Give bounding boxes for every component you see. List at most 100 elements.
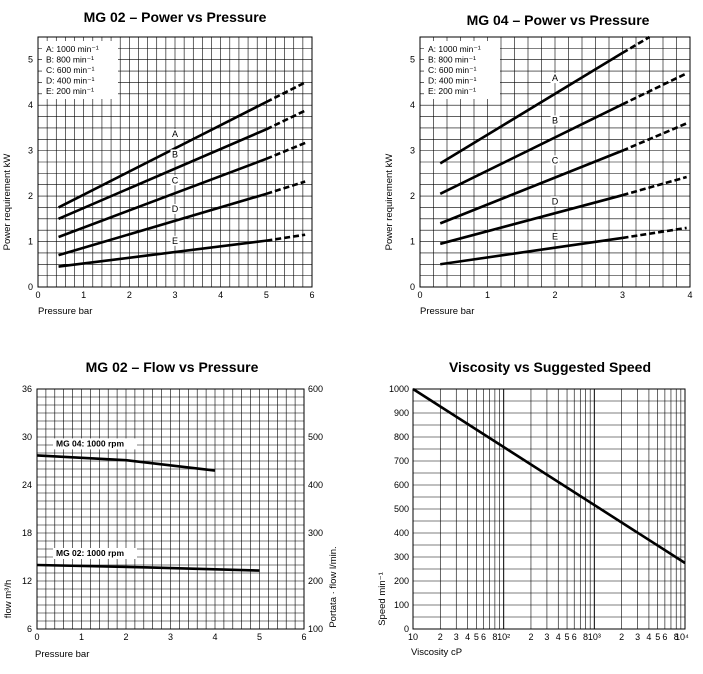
curve-c-solid [439, 149, 623, 225]
x-tick-label: 5 [474, 632, 479, 642]
flow-curve-2 [36, 563, 260, 572]
curve-a-dashed [265, 81, 306, 104]
y-tick-label: 300 [394, 552, 409, 562]
y-right-tick-label: 600 [308, 384, 323, 394]
x-tick-label: 3 [620, 290, 625, 300]
x-tick-label: 10 [408, 632, 418, 642]
y-tick-label: 1 [410, 237, 415, 247]
y-tick-label: 18 [22, 528, 32, 538]
chart-title: MG 02 – Flow vs Pressure [86, 359, 259, 375]
curve-e-solid [58, 239, 267, 268]
curve-label-c: C [552, 155, 559, 165]
y-right-tick-label: 100 [308, 624, 323, 634]
y-tick-label: 3 [28, 146, 33, 156]
curve-a-solid [57, 100, 267, 209]
x-tick-label: 6 [301, 632, 306, 642]
curve-e-dashed [622, 226, 687, 240]
curve-label-a: A [172, 129, 178, 139]
curve-label-bg [550, 231, 560, 242]
x-tick-label: 2 [123, 632, 128, 642]
legend-entry: D: 400 min⁻¹ [46, 76, 95, 86]
viscosity-frame [412, 388, 686, 630]
x-tick-label: 4 [465, 632, 470, 642]
y-right-axis-label: Portata · flow l/min. [328, 546, 339, 627]
x-tick-label: 0 [35, 290, 40, 300]
x-tick-label: 5 [264, 290, 269, 300]
speed-curve [412, 387, 686, 565]
x-axis-label: Viscosity cP [411, 647, 462, 658]
x-tick-label: 2 [528, 632, 533, 642]
y-tick-label: 36 [22, 384, 32, 394]
power-frame [37, 36, 313, 288]
x-tick-label: 8 [674, 632, 679, 642]
curve-b-dashed [621, 72, 688, 106]
power-chart-2: MG 04 – Power vs Pressure 0 1 2 3 4 0 1 2 3 4 5 Pres… [384, 12, 693, 317]
y-tick-label: 30 [22, 432, 32, 442]
curve-label-bg [550, 115, 560, 126]
y-tick-label: 2 [28, 191, 33, 201]
legend-entry: D: 400 min⁻¹ [428, 76, 477, 86]
y-tick-label: 600 [394, 480, 409, 490]
curve-label-bg [550, 196, 560, 207]
x-tick-label: 3 [454, 632, 459, 642]
curve-label-bg [550, 73, 560, 84]
x-tick-label: 8 [492, 632, 497, 642]
x-tick-label: 6 [662, 632, 667, 642]
x-tick-label: 5 [565, 632, 570, 642]
curve-d-solid [439, 193, 623, 246]
y-tick-label: 12 [22, 576, 32, 586]
y-axis-label: flow m³/h [3, 580, 14, 619]
y-tick-label: 24 [22, 480, 32, 490]
curve-label-bg [170, 204, 180, 214]
y-tick-label: 5 [28, 55, 33, 65]
curve-c-solid [58, 157, 267, 239]
legend-entry: B: 800 min⁻¹ [428, 55, 476, 65]
x-tick-label: 3 [544, 632, 549, 642]
curve-e-solid [440, 236, 623, 266]
curve-c-dashed [621, 122, 688, 152]
x-tick-label: 10² [497, 632, 510, 642]
y-tick-label: 4 [28, 100, 33, 110]
x-tick-label: 4 [212, 632, 217, 642]
power-frame [419, 36, 691, 288]
flow-curve-label-bg [53, 438, 137, 450]
x-axis-label: Pressure bar [38, 306, 92, 317]
x-tick-label: 4 [687, 290, 692, 300]
curve-label-b: B [552, 115, 558, 125]
curve-a-solid [439, 51, 624, 165]
x-tick-label: 2 [619, 632, 624, 642]
flow-curve-label: MG 02: 1000 rpm [56, 548, 124, 558]
y-axis-label: Speed min⁻¹ [377, 572, 388, 626]
x-tick-label: 8 [583, 632, 588, 642]
y-tick-label: 2 [410, 191, 415, 201]
x-tick-label: 0 [34, 632, 39, 642]
x-tick-label: 1 [485, 290, 490, 300]
legend-entry: E: 200 min⁻¹ [428, 86, 476, 96]
curve-d-dashed [622, 175, 687, 197]
power-chart-1: MG 02 – Power vs Pressure 0 1 2 3 4 5 6 0 1 2 3 4 5 Pr… [2, 9, 315, 317]
x-tick-label: 1 [79, 632, 84, 642]
legend-entry: A: 1000 min⁻¹ [46, 44, 99, 54]
x-tick-label: 5 [257, 632, 262, 642]
curve-label-d: D [552, 196, 559, 206]
curve-b-solid [58, 128, 267, 221]
chart-title: MG 04 – Power vs Pressure [467, 12, 650, 28]
x-tick-label: 0 [417, 290, 422, 300]
y-tick-label: 0 [28, 282, 33, 292]
curve-label-bg [170, 149, 180, 160]
legend-entry: C: 600 min⁻¹ [428, 65, 477, 75]
curve-label-e: E [172, 236, 178, 246]
x-axis-label: Pressure bar [420, 306, 474, 317]
x-tick-label: 6 [572, 632, 577, 642]
legend-entry: C: 600 min⁻¹ [46, 65, 95, 75]
curve-b-solid [439, 103, 624, 195]
x-tick-label: 2 [438, 632, 443, 642]
y-tick-label: 4 [410, 100, 415, 110]
flow-curve-label-bg [53, 548, 137, 559]
curve-a-dashed [621, 35, 651, 55]
y-tick-label: 400 [394, 528, 409, 538]
y-tick-label: 0 [404, 624, 409, 634]
y-tick-label: 1000 [389, 384, 409, 394]
